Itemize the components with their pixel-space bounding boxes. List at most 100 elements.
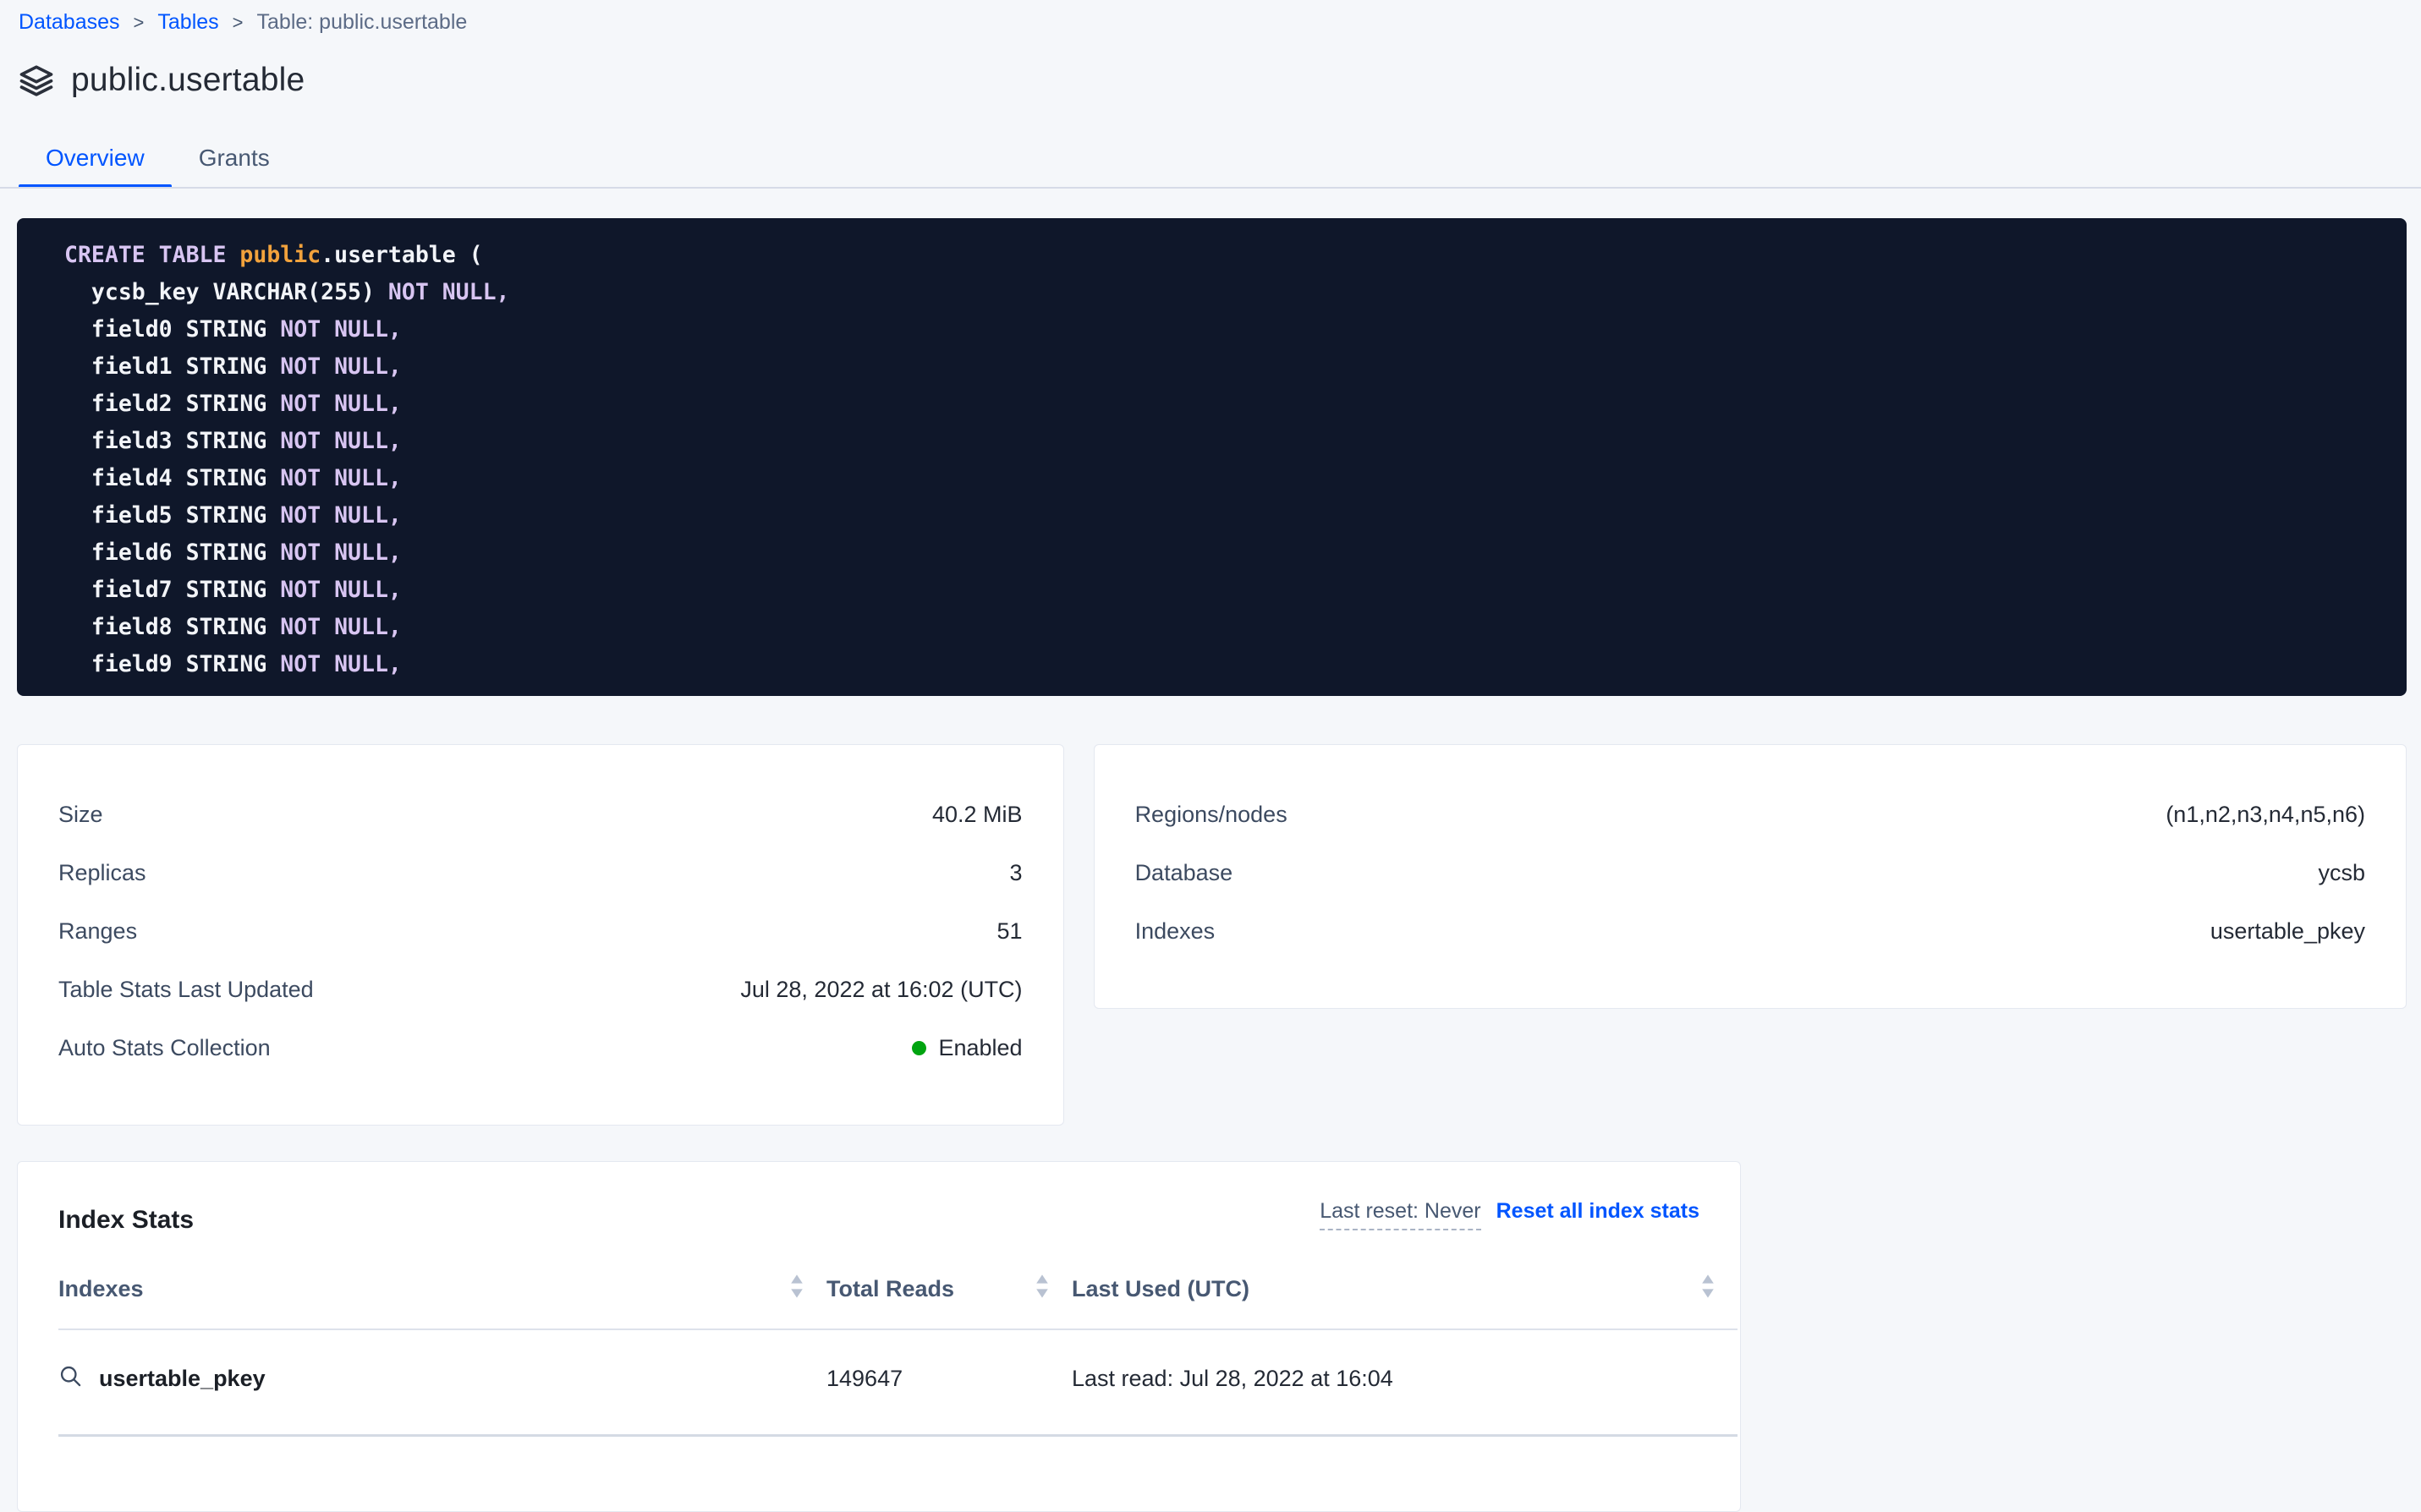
stat-value-replicas: 3 [1009,860,1023,885]
table-header-row: Indexes Total Reads [58,1272,1738,1330]
breadcrumb-separator-icon: > [133,11,145,33]
stat-value-regions-nodes: (n1,n2,n3,n4,n5,n6) [2166,802,2365,827]
code-token: field7 STRING [64,577,281,603]
code-token: field5 STRING [64,502,281,529]
tab-bar-divider [0,187,2421,189]
code-token: , [496,279,510,305]
page-title-row: public.usertable [0,33,2421,99]
layers-icon [19,63,54,98]
code-token: field0 STRING [64,316,281,342]
code-line: field7 STRING NOT NULL, [17,572,2407,609]
column-header-label: Last Used (UTC) [1072,1276,1250,1301]
cell-index-name: usertable_pkey [58,1329,826,1437]
code-line: field3 STRING NOT NULL, [17,423,2407,460]
code-token: NOT NULL, [280,428,402,454]
stat-value-auto-stats-collection: Enabled [912,1035,1023,1061]
code-token: field2 STRING [64,391,281,417]
column-header-last-used[interactable]: Last Used (UTC) [1072,1272,1738,1330]
breadcrumb-separator-icon: > [232,11,244,33]
code-token: field9 STRING [64,651,281,677]
code-line: field2 STRING NOT NULL, [17,386,2407,423]
stat-row: Auto Stats Collection Enabled [58,1019,1023,1077]
code-token: CREATE TABLE [64,242,240,268]
code-token: field6 STRING [64,540,281,566]
code-token: NOT NULL, [280,465,402,491]
status-dot-icon [912,1041,927,1055]
stat-label-replicas: Replicas [58,860,146,885]
code-token: ycsb_key VARCHAR(255) [64,279,388,305]
cell-last-used: Last read: Jul 28, 2022 at 16:04 [1072,1329,1738,1437]
index-stats-actions: Last reset: Never Reset all index stats [1320,1199,1699,1230]
code-line: field8 STRING NOT NULL, [17,609,2407,646]
code-token: NOT NULL, [280,353,402,380]
stat-value-size: 40.2 MiB [932,802,1023,827]
index-stats-card: Index Stats Last reset: Never Reset all … [17,1161,1741,1512]
index-stats-title: Index Stats [58,1206,195,1234]
tab-grants[interactable]: Grants [198,145,270,171]
code-token: .usertable ( [321,242,483,268]
table-row[interactable]: usertable_pkey 149647 Last read: Jul 28,… [58,1329,1738,1437]
code-line: field1 STRING NOT NULL, [17,348,2407,386]
table-details-card: Regions/nodes (n1,n2,n3,n4,n5,n6) Databa… [1093,744,2407,1009]
sort-icon[interactable] [1035,1272,1050,1307]
page-title: public.usertable [71,62,305,98]
stat-label-regions-nodes: Regions/nodes [1134,802,1287,827]
code-line: field6 STRING NOT NULL, [17,534,2407,572]
tab-bar: Overview Grants [0,124,2421,189]
code-token: NOT NULL, [280,577,402,603]
code-token: public [239,242,321,268]
tab-overview[interactable]: Overview [19,145,172,189]
breadcrumb-item-tables[interactable]: Tables [157,10,219,34]
index-name-link[interactable]: usertable_pkey [99,1366,266,1391]
summary-cards-row: Size 40.2 MiB Replicas 3 Ranges 51 Table… [17,744,2407,1126]
reset-all-index-stats-link[interactable]: Reset all index stats [1496,1199,1699,1223]
stat-label-auto-stats-collection: Auto Stats Collection [58,1035,271,1060]
breadcrumb-item-current: Table: public.usertable [256,10,468,34]
code-token: field3 STRING [64,428,281,454]
status-badge-label: Enabled [938,1035,1023,1060]
create-table-statement: CREATE TABLE public.usertable ( ycsb_key… [17,218,2407,696]
code-line: field4 STRING NOT NULL, [17,460,2407,497]
code-line: field9 STRING NOT NULL, [17,646,2407,683]
stat-value-database: ycsb [2318,860,2365,885]
code-line: field5 STRING NOT NULL, [17,497,2407,534]
stat-row: Table Stats Last Updated Jul 28, 2022 at… [58,961,1023,1019]
code-token: field1 STRING [64,353,281,380]
code-token: field4 STRING [64,465,281,491]
stat-row: Size 40.2 MiB [58,786,1023,844]
column-header-total-reads[interactable]: Total Reads [826,1272,1072,1330]
cell-total-reads: 149647 [826,1329,1072,1437]
last-reset-label: Last reset: Never [1320,1199,1481,1230]
stat-value-indexes: usertable_pkey [2210,918,2365,944]
breadcrumb-item-databases[interactable]: Databases [19,10,120,34]
code-token: NOT NULL, [280,502,402,529]
code-line: CREATE TABLE public.usertable ( [17,237,2407,274]
stat-row: Replicas 3 [58,844,1023,902]
stat-row: Database ycsb [1135,844,2365,902]
code-token: NOT NULL, [280,540,402,566]
stat-row: Ranges 51 [58,902,1023,961]
code-line: field0 STRING NOT NULL, [17,311,2407,348]
sort-icon[interactable] [1700,1272,1716,1307]
search-icon[interactable] [58,1364,82,1394]
stat-label-database: Database [1134,860,1233,885]
stat-value-ranges: 51 [996,918,1023,944]
code-line: ycsb_key VARCHAR(255) NOT NULL, [17,274,2407,311]
column-header-indexes[interactable]: Indexes [58,1272,826,1330]
code-token: field8 STRING [64,614,281,640]
code-token: NOT NULL [387,279,497,305]
stat-label-table-stats-last-updated: Table Stats Last Updated [58,977,314,1002]
column-header-label: Indexes [58,1276,144,1301]
column-header-label: Total Reads [826,1276,955,1301]
sort-icon[interactable] [789,1272,804,1307]
index-stats-header: Index Stats Last reset: Never Reset all … [58,1199,1699,1235]
stat-label-ranges: Ranges [58,918,138,944]
breadcrumb: Databases > Tables > Table: public.usert… [0,0,2421,33]
code-token: NOT NULL, [280,614,402,640]
stat-row: Regions/nodes (n1,n2,n3,n4,n5,n6) [1135,786,2365,844]
code-token: NOT NULL, [280,316,402,342]
stat-value-table-stats-last-updated: Jul 28, 2022 at 16:02 (UTC) [740,977,1023,1002]
index-stats-table: Indexes Total Reads [58,1272,1738,1437]
code-token: NOT NULL, [280,651,402,677]
stat-label-size: Size [58,802,103,827]
